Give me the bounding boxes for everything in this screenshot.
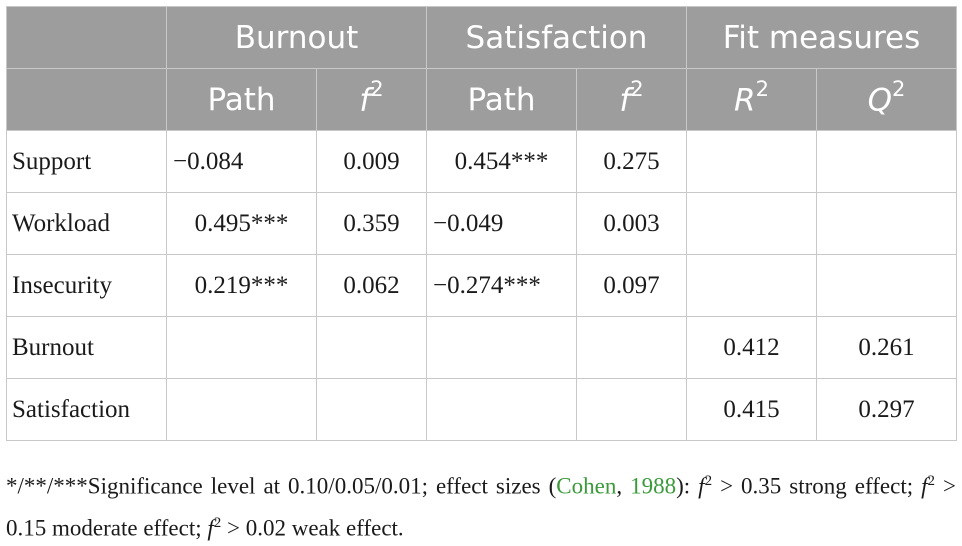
table-footnote: */**/***Significance level at 0.10/0.05/… [6, 463, 956, 546]
superscript-two: 2 [704, 473, 713, 489]
citation-author-link[interactable]: Cohen [556, 473, 617, 499]
cell-burnout-f2 [316, 378, 427, 441]
subheader-satisfaction-path: Path [426, 68, 577, 131]
cell-satisfaction-f2: 0.275 [576, 130, 687, 193]
cell-q2 [816, 254, 957, 317]
table-row: Support −0.084 0.009 0.454*** 0.275 [6, 130, 957, 193]
cell-satisfaction-f2: 0.097 [576, 254, 687, 317]
cell-burnout-f2 [316, 316, 427, 379]
subheader-r2: R2 [686, 68, 817, 131]
cell-burnout-f2: 0.009 [316, 130, 427, 193]
cell-satisfaction-f2: 0.003 [576, 192, 687, 255]
f-symbol: f [698, 473, 705, 499]
table-row: Satisfaction 0.415 0.297 [6, 378, 957, 441]
table-row: Insecurity 0.219*** 0.062 −0.274*** 0.09… [6, 254, 957, 317]
cell-r2: 0.412 [686, 316, 817, 379]
row-label: Satisfaction [6, 378, 167, 441]
footnote-comma: , [616, 473, 631, 499]
f-symbol: f [207, 515, 214, 541]
cell-q2 [816, 192, 957, 255]
results-table: Burnout Satisfaction Fit measures Path f… [6, 6, 957, 441]
subheader-burnout-f2: f2 [316, 68, 427, 131]
header-satisfaction: Satisfaction [426, 6, 687, 69]
f-symbol: f [921, 473, 928, 499]
subheader-burnout-path: Path [166, 68, 317, 131]
cell-burnout-f2: 0.359 [316, 192, 427, 255]
superscript-two: 2 [213, 514, 222, 531]
cell-burnout-path: 0.495*** [166, 192, 317, 255]
row-label: Support [6, 130, 167, 193]
cell-burnout-path: −0.084 [166, 130, 317, 193]
row-label: Insecurity [6, 254, 167, 317]
cell-q2: 0.261 [816, 316, 957, 379]
cell-burnout-path [166, 316, 317, 379]
cell-satisfaction-path: −0.274*** [426, 254, 577, 317]
row-label: Workload [6, 192, 167, 255]
footnote-weak: > 0.02 weak effect. [221, 515, 404, 541]
cell-r2 [686, 254, 817, 317]
header-corner [6, 6, 167, 69]
cell-burnout-path: 0.219*** [166, 254, 317, 317]
footnote-text: */**/***Significance level at 0.10/0.05/… [6, 473, 557, 499]
header-corner-2 [6, 68, 167, 131]
cell-satisfaction-path: −0.049 [426, 192, 577, 255]
cell-satisfaction-f2 [576, 316, 687, 379]
cell-satisfaction-f2 [576, 378, 687, 441]
table-row: Burnout 0.412 0.261 [6, 316, 957, 379]
cell-satisfaction-path: 0.454*** [426, 130, 577, 193]
cell-satisfaction-path [426, 316, 577, 379]
header-row-groups: Burnout Satisfaction Fit measures [6, 6, 957, 69]
superscript-two: 2 [927, 473, 936, 489]
cell-r2 [686, 130, 817, 193]
subheader-q2: Q2 [816, 68, 957, 131]
cell-q2: 0.297 [816, 378, 957, 441]
subheader-satisfaction-f2: f2 [576, 68, 687, 131]
header-row-sub: Path f2 Path f2 R2 Q2 [6, 68, 957, 131]
cell-r2 [686, 192, 817, 255]
cell-satisfaction-path [426, 378, 577, 441]
cell-burnout-path [166, 378, 317, 441]
row-label: Burnout [6, 316, 167, 379]
cell-r2: 0.415 [686, 378, 817, 441]
footnote-text: ): [676, 473, 699, 499]
footnote-strong: > 0.35 strong effect; [712, 473, 922, 499]
header-fit-measures: Fit measures [686, 6, 957, 69]
citation-year-link[interactable]: 1988 [630, 473, 677, 499]
cell-q2 [816, 130, 957, 193]
header-burnout: Burnout [166, 6, 427, 69]
cell-burnout-f2: 0.062 [316, 254, 427, 317]
table-row: Workload 0.495*** 0.359 −0.049 0.003 [6, 192, 957, 255]
